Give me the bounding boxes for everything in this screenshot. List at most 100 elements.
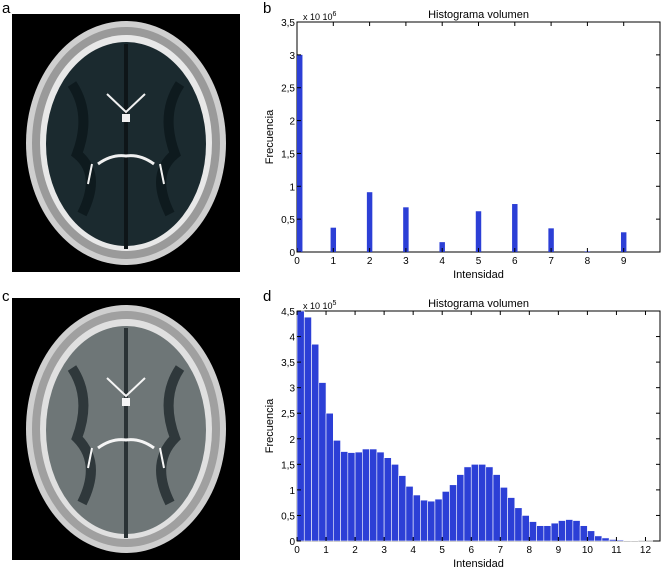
mri-image-segmented	[12, 14, 240, 272]
y-axis-label: Frecuencia	[264, 398, 276, 453]
bar	[550, 522, 559, 542]
bar	[376, 451, 385, 542]
x-tick-label: 1	[331, 256, 337, 267]
bar	[303, 316, 312, 542]
chart-title: Histograma volumen	[428, 9, 529, 21]
x-tick-label: 11	[611, 545, 622, 556]
y-tick-label: 2,5	[281, 409, 295, 420]
x-tick-label: 8	[585, 256, 591, 267]
y-tick-label: 1,5	[281, 149, 295, 160]
bar	[584, 251, 591, 252]
bar	[492, 474, 501, 542]
bar	[623, 540, 632, 542]
y-tick-label: 1,5	[281, 460, 295, 471]
bar	[529, 521, 537, 542]
x-tick-label: 10	[582, 545, 594, 556]
x-axis-label: Intensidad	[453, 558, 504, 570]
bar	[325, 412, 334, 542]
y-tick-label: 3	[289, 51, 295, 62]
bar	[398, 475, 407, 542]
x-tick-label: 4	[410, 545, 416, 556]
chart-title: Histograma volumen	[428, 298, 529, 310]
x-tick-label: 2	[367, 256, 373, 267]
bar	[521, 515, 530, 542]
y-tick-label: 3,5	[281, 358, 295, 369]
bar	[514, 507, 523, 542]
x-tick-label: 6	[512, 256, 518, 267]
bar	[463, 466, 472, 542]
bar	[548, 228, 554, 252]
bar	[403, 207, 409, 252]
y-tick-label: 4,5	[281, 307, 295, 318]
bar	[340, 451, 349, 542]
x-tick-label: 5	[476, 256, 482, 267]
bar	[616, 539, 625, 542]
y-tick-label: 0	[289, 248, 295, 259]
x-tick-label: 7	[548, 256, 554, 267]
y-tick-label: 2	[289, 435, 295, 446]
bar	[512, 204, 518, 252]
bar	[369, 448, 378, 542]
plot-frame	[296, 21, 661, 253]
bar	[420, 499, 428, 542]
scale-note: x 10 106	[303, 11, 337, 22]
bar	[330, 227, 337, 252]
x-tick-label: 7	[497, 545, 503, 556]
y-tick-label: 0	[289, 537, 295, 548]
mri-image-noisy	[12, 298, 240, 560]
scale-note: x 10 105	[303, 300, 337, 311]
bar	[441, 491, 450, 542]
y-tick-label: 3,5	[281, 18, 295, 29]
bar	[362, 448, 370, 542]
y-tick-label: 2,5	[281, 84, 295, 95]
x-tick-label: 3	[381, 545, 387, 556]
x-tick-label: 12	[640, 545, 652, 556]
bar	[543, 525, 552, 542]
bar	[318, 382, 327, 542]
bar	[412, 494, 421, 542]
bar	[499, 487, 508, 542]
bar	[594, 535, 603, 542]
x-tick-label: 0	[294, 545, 300, 556]
x-tick-label: 4	[439, 256, 445, 267]
y-tick-label: 1	[289, 486, 295, 497]
x-tick-label: 3	[403, 256, 409, 267]
panel-label-d: d	[263, 288, 272, 305]
y-tick-label: 3	[289, 384, 295, 395]
scale-exponent: 5	[333, 300, 337, 307]
x-axis-label: Intensidad	[453, 269, 504, 281]
x-tick-label: 5	[439, 545, 445, 556]
panel-label-b: b	[263, 0, 272, 17]
bar	[434, 498, 443, 542]
bar	[449, 484, 458, 542]
bar	[427, 500, 436, 542]
y-tick-label: 0,5	[281, 511, 295, 522]
bar	[347, 452, 356, 542]
y-tick-label: 2	[289, 117, 295, 128]
bar	[620, 232, 627, 252]
bar	[601, 537, 610, 542]
panel-label-a: a	[2, 0, 11, 17]
y-tick-label: 1	[289, 182, 295, 193]
panel-label-c: c	[2, 288, 10, 305]
x-tick-label: 2	[352, 545, 358, 556]
bar	[608, 539, 617, 542]
bar	[456, 474, 465, 542]
bar	[354, 451, 363, 542]
x-tick-label: 9	[621, 256, 627, 267]
bar	[507, 497, 516, 542]
bar	[439, 242, 445, 252]
bar	[572, 520, 581, 542]
bar	[383, 457, 392, 542]
bar	[558, 520, 566, 542]
bar	[478, 464, 487, 542]
bar	[587, 530, 595, 542]
y-axis-label: Frecuencia	[264, 109, 276, 164]
bar	[485, 466, 494, 542]
bar	[579, 525, 588, 542]
bar	[297, 54, 303, 252]
x-tick-label: 9	[556, 545, 562, 556]
bar	[405, 486, 414, 542]
bar	[536, 525, 545, 542]
plot-frame	[296, 310, 661, 542]
